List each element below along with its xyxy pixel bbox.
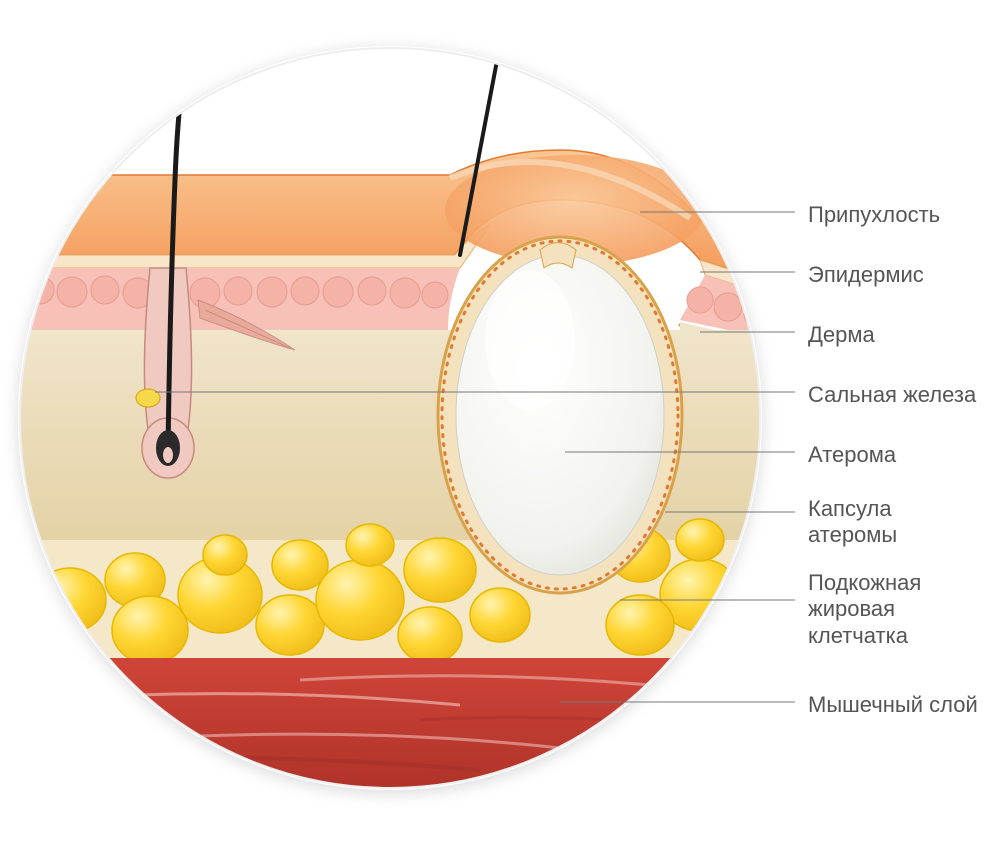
label-fat: Подкожная жировая клетчатка	[808, 570, 921, 649]
atheroma	[438, 237, 682, 593]
muscle-layer	[0, 658, 800, 836]
diagram-content	[0, 0, 802, 836]
label-muscle: Мышечный слой	[808, 692, 978, 718]
label-swelling: Припухлость	[808, 202, 940, 228]
label-atheroma: Атерома	[808, 442, 896, 468]
label-sebaceous: Сальная железа	[808, 382, 976, 408]
label-epidermis: Эпидермис	[808, 262, 924, 288]
label-capsule: Капсула атеромы	[808, 496, 897, 549]
label-dermis: Дерма	[808, 322, 875, 348]
